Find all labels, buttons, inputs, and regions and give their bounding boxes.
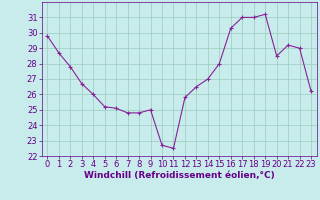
X-axis label: Windchill (Refroidissement éolien,°C): Windchill (Refroidissement éolien,°C) (84, 171, 275, 180)
